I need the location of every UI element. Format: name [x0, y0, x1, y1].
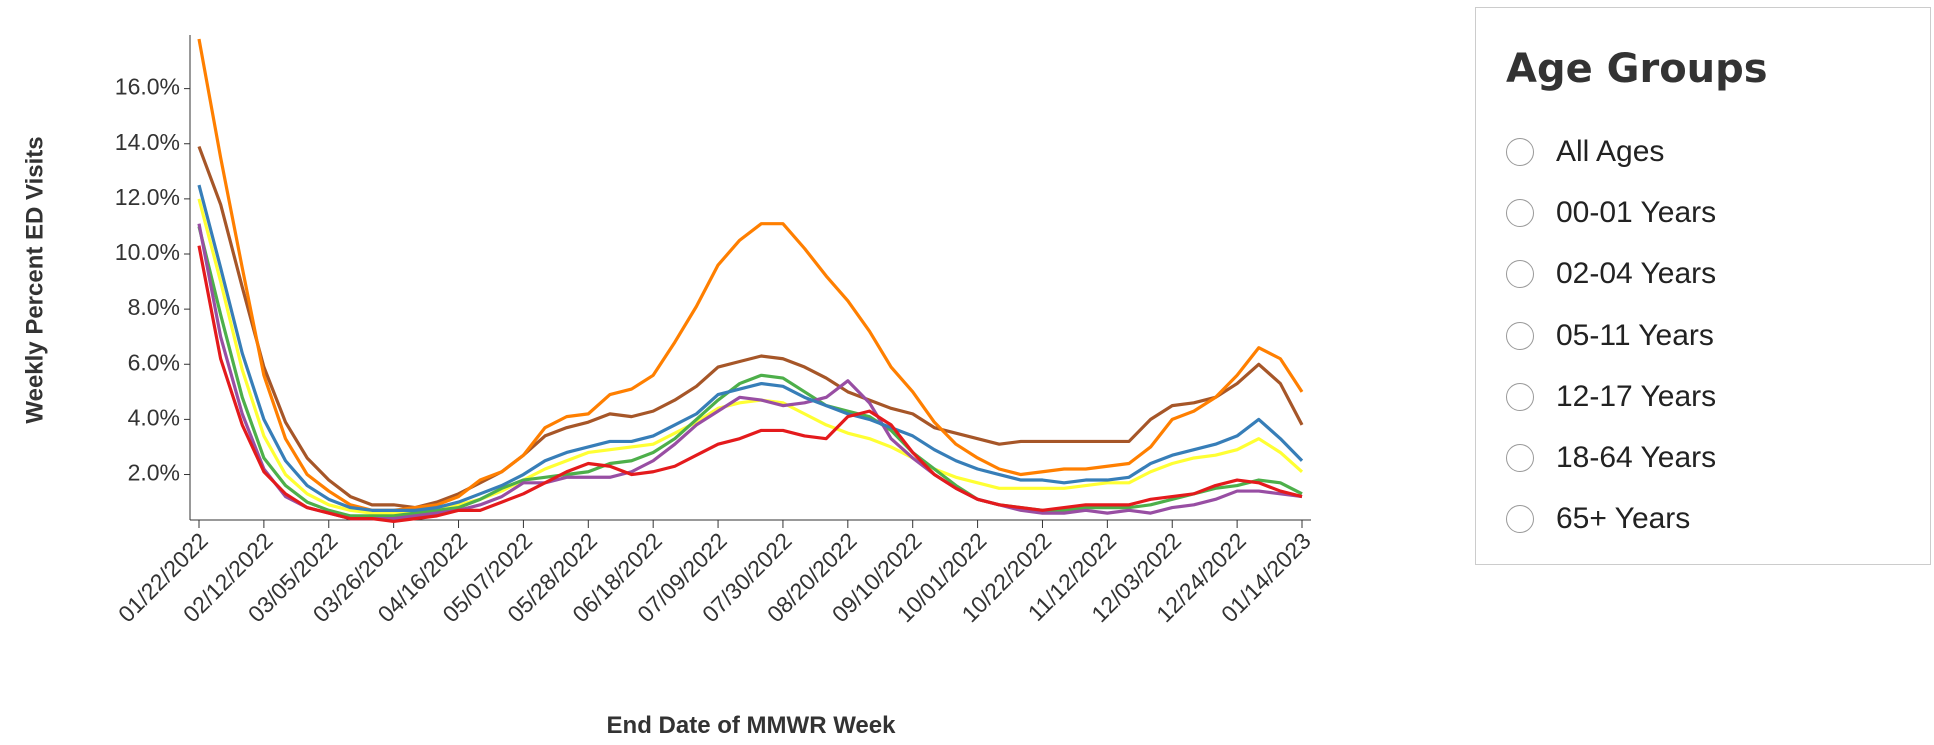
option-label[interactable]: 00-01 Years [1556, 196, 1717, 230]
panel-title: Age Groups [1506, 46, 1768, 92]
y-tick-label: 10.0% [115, 239, 180, 265]
radio-button[interactable] [1506, 321, 1534, 350]
option-label[interactable]: 05-11 Years [1556, 318, 1714, 352]
age-group-option[interactable]: 12-17 Years [1506, 377, 1716, 417]
option-label[interactable]: 02-04 Years [1556, 257, 1717, 291]
y-tick-label: 8.0% [128, 294, 180, 320]
radio-button[interactable] [1506, 444, 1534, 472]
radio-button[interactable] [1506, 505, 1534, 534]
radio-button[interactable] [1506, 260, 1534, 289]
series-line [197, 184, 1304, 512]
option-label[interactable]: 65+ Years [1556, 502, 1691, 536]
series-line [197, 145, 1304, 510]
series-line [197, 223, 1303, 521]
age-group-option[interactable]: 00-01 Years [1506, 193, 1716, 233]
y-tick-label: 12.0% [115, 184, 180, 210]
y-axis-title: Weekly Percent ED Visits [21, 136, 48, 423]
age-group-panel: Age Groups All Ages 00-01 Years 02-04 Year… [1475, 7, 1931, 565]
y-tick-label: 4.0% [128, 404, 180, 430]
radio-button[interactable] [1506, 199, 1534, 228]
option-label[interactable]: 18-64 Years [1556, 441, 1717, 474]
series-line [197, 245, 1303, 523]
series-line [197, 38, 1304, 512]
age-group-option[interactable]: 02-04 Years [1506, 254, 1716, 294]
x-axis-title: End Date of MMWR Week [607, 712, 897, 739]
age-group-option[interactable]: 18-64 Years [1506, 438, 1716, 478]
y-tick-label: 2.0% [128, 460, 180, 486]
option-label[interactable]: All Ages [1556, 135, 1665, 168]
series-line [197, 226, 1303, 518]
age-group-option[interactable]: 65+ Years [1506, 499, 1690, 539]
radio-button[interactable] [1506, 138, 1534, 166]
age-group-option[interactable]: All Ages [1506, 132, 1664, 172]
y-tick-label: 6.0% [128, 349, 180, 375]
y-tick-label: 16.0% [115, 74, 180, 100]
chart: Weekly Percent ED Visits End Date of MMW… [21, 35, 1316, 739]
series-line [197, 198, 1304, 515]
option-label[interactable]: 12-17 Years [1556, 379, 1717, 413]
y-tick-label: 14.0% [115, 129, 180, 155]
radio-button[interactable] [1506, 382, 1534, 411]
age-group-option[interactable]: 05-11 Years [1506, 316, 1714, 356]
